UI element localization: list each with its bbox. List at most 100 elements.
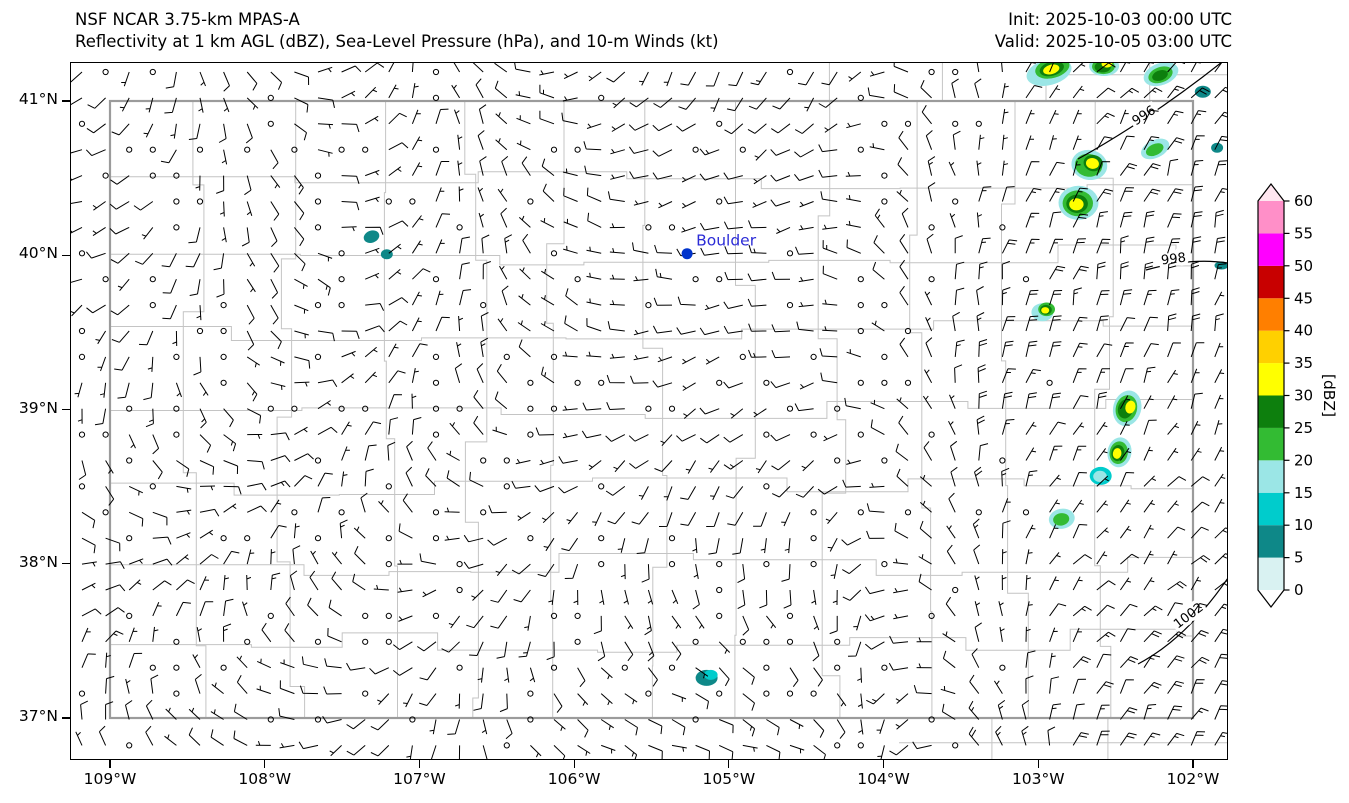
calm-wind-circle: [716, 612, 723, 620]
wind-barb: [78, 460, 87, 480]
x-tick-mark: [728, 760, 730, 768]
wind-barb: [255, 740, 271, 746]
wind-barb: [724, 123, 744, 135]
reflectivity-contour: [1085, 158, 1099, 169]
wind-barb: [521, 156, 531, 176]
wind-barb: [718, 667, 730, 687]
wind-barb: [435, 239, 445, 254]
wind-barb: [874, 208, 885, 228]
wind-barb: [481, 234, 490, 254]
wind-barb: [624, 693, 638, 705]
wind-barb: [86, 304, 106, 314]
wind-barb: [317, 497, 331, 513]
wind-barb: [1214, 313, 1224, 332]
wind-barb: [1001, 62, 1003, 73]
wind-barb: [411, 109, 421, 124]
calm-wind-circle: [763, 690, 770, 697]
wind-barb: [974, 466, 983, 487]
wind-barb: [1001, 260, 1010, 280]
wind-barb: [813, 745, 826, 760]
wind-barb: [770, 149, 791, 156]
calm-wind-circle: [78, 120, 86, 127]
county-boundary-line: [1094, 101, 1114, 718]
wind-barb: [1096, 604, 1115, 617]
calm-wind-circle: [621, 664, 628, 671]
wind-barb: [364, 468, 374, 487]
reflectivity-cell: [1058, 185, 1099, 220]
wind-barb: [270, 499, 282, 513]
wind-barb: [1025, 161, 1040, 176]
reflectivity-contour: [363, 230, 380, 243]
wind-barb: [494, 62, 508, 73]
wind-barb: [176, 485, 192, 493]
wind-barb: [542, 183, 555, 202]
wind-barb: [822, 265, 838, 280]
calm-wind-circle: [126, 742, 133, 749]
wind-barb: [730, 408, 744, 419]
wind-barb: [170, 123, 177, 139]
wind-barb: [478, 212, 484, 228]
wind-barb: [388, 142, 409, 151]
calm-wind-circle: [314, 457, 322, 464]
wind-barb: [1119, 368, 1134, 383]
wind-barb: [1096, 527, 1109, 539]
wind-barb: [586, 187, 602, 202]
reflectivity-contour: [1152, 70, 1168, 81]
wind-barb: [1214, 369, 1225, 384]
wind-barb: [562, 168, 578, 177]
wind-barb: [331, 551, 342, 565]
wind-barb: [1072, 445, 1087, 461]
wind-barb: [794, 173, 814, 181]
wind-barb: [105, 652, 111, 668]
calm-wind-circle: [338, 405, 345, 412]
wind-barb: [1167, 705, 1183, 720]
wind-barb: [770, 434, 791, 442]
wind-barb: [952, 130, 961, 150]
calm-wind-circle: [834, 638, 841, 645]
wind-barb: [299, 685, 319, 695]
wind-barb: [247, 460, 265, 470]
wind-barb: [748, 349, 767, 358]
wind-barb: [516, 115, 531, 125]
wind-barb: [770, 381, 791, 389]
wind-barb: [794, 149, 814, 158]
calm-wind-circle: [527, 379, 534, 386]
wind-barb: [499, 265, 508, 280]
wind-barb: [628, 123, 649, 131]
wind-barb: [515, 91, 531, 99]
calm-wind-circle: [645, 690, 652, 697]
wind-barb: [949, 394, 956, 409]
wind-barb: [1001, 419, 1015, 435]
calm-wind-circle: [952, 68, 959, 76]
wind-barb: [515, 458, 531, 465]
wind-barb: [723, 301, 743, 309]
wind-barb: [1049, 524, 1059, 539]
wind-barb: [1190, 630, 1209, 643]
colorbar-under-arrow: [1258, 590, 1284, 607]
colorbar-tick-label: 35: [1294, 354, 1313, 372]
wind-barb: [152, 511, 168, 526]
wind-barb: [397, 587, 413, 593]
wind-barb: [582, 402, 602, 411]
wind-barb: [270, 149, 279, 170]
wind-barb: [270, 455, 291, 463]
wind-barb: [199, 71, 206, 87]
wind-barb: [540, 218, 555, 228]
calm-wind-circle: [220, 302, 227, 309]
wind-barb: [388, 62, 395, 73]
wind-barb: [496, 364, 508, 384]
wind-barb: [1214, 236, 1226, 254]
wind-barb: [341, 471, 348, 487]
calm-wind-circle: [102, 509, 109, 516]
wind-barb: [889, 745, 909, 756]
wind-barb: [877, 745, 885, 760]
wind-barb: [1072, 213, 1089, 228]
wind-barb: [540, 321, 555, 332]
wind-barb: [916, 637, 932, 643]
calm-wind-circle: [173, 172, 180, 179]
wind-barb: [539, 70, 555, 76]
wind-barb: [346, 719, 366, 730]
wind-barb: [392, 641, 413, 651]
wind-barb: [466, 615, 484, 629]
wind-barb: [128, 579, 142, 591]
